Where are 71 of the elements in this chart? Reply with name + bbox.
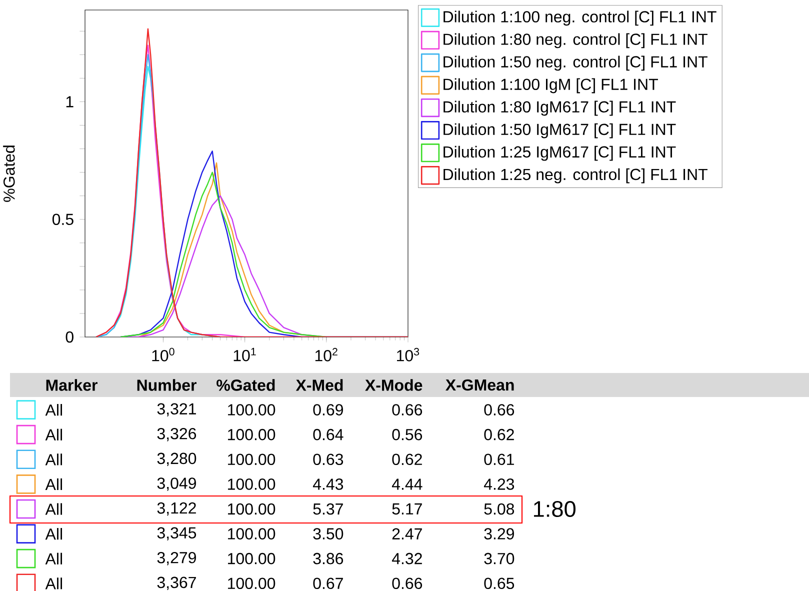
text: All	[45, 428, 62, 440]
text: All	[45, 503, 62, 515]
text: 0.62	[392, 454, 422, 466]
text: All	[45, 578, 62, 590]
text: 100.00	[228, 578, 276, 590]
text: 100.00	[228, 552, 276, 564]
text: 3.70	[484, 552, 514, 564]
text: 3,049	[157, 478, 196, 491]
legend-label: Dilution 1:100 IgM [C] FL1 INT	[444, 78, 658, 94]
text: 5.37	[313, 503, 343, 515]
text: 100.00	[228, 454, 276, 466]
text: 3,122	[157, 502, 196, 516]
text: 0.65	[484, 578, 514, 590]
text: 0.66	[392, 404, 422, 416]
text: All	[45, 478, 62, 490]
text: 0.61	[484, 454, 514, 466]
text: 3,345	[157, 527, 196, 540]
text: X-Med	[296, 379, 343, 391]
text: 100.00	[228, 428, 276, 440]
text: 5.08	[484, 503, 514, 515]
text: Number	[137, 379, 196, 391]
text: 4.43	[312, 478, 344, 490]
text: All	[45, 528, 62, 540]
text: 3,326	[157, 428, 196, 442]
text: 0.64	[313, 428, 344, 440]
text: 0.62	[484, 428, 514, 440]
y-tick-label: 0	[66, 331, 74, 343]
legend-label: Dilution 1:80 IgM617 [C] FL1 INT	[444, 100, 676, 116]
text: 3,367	[157, 576, 196, 590]
y-tick-label: 0.5	[52, 214, 74, 226]
x-tick-label: 10$^{1}$	[234, 348, 256, 362]
text: 0.67	[313, 578, 343, 590]
text: 100.00	[228, 404, 276, 416]
legend-label: Dilution 1:50 neg. control [C] FL1 INT	[444, 56, 708, 71]
text: 100.00	[228, 528, 276, 540]
text: 0.66	[484, 404, 514, 416]
text: 3,321	[157, 403, 196, 416]
text: 3.86	[313, 552, 344, 564]
y-axis-title: %Gated	[3, 146, 15, 202]
text: 100.00	[228, 478, 276, 490]
x-tick-label: 10$^{0}$	[152, 348, 174, 362]
text: All	[45, 404, 62, 416]
legend-label: Dilution 1:80 neg. control [C] FL1 INT	[444, 33, 708, 48]
y-tick-label: 1	[66, 96, 74, 108]
text: X-GMean	[446, 379, 514, 391]
text: 3.50	[313, 528, 344, 540]
text: 1:80	[534, 500, 576, 518]
text: 3,280	[157, 452, 196, 466]
x-tick-label: 10$^{2}$	[315, 348, 338, 362]
legend-label: Dilution 1:25 IgM617 [C] FL1 INT	[444, 146, 676, 161]
text: 2.47	[392, 528, 422, 540]
x-tick-label: 10$^{3}$	[397, 348, 420, 362]
text: 4.23	[484, 478, 514, 490]
legend-label: Dilution 1:50 IgM617 [C] FL1 INT	[444, 123, 676, 138]
text: 3,279	[157, 552, 196, 566]
text: 5.17	[392, 503, 422, 515]
text: 0.56	[392, 428, 422, 440]
legend-label: Dilution 1:100 neg. control [C] FL1 INT	[444, 10, 716, 26]
text: 100.00	[228, 503, 276, 515]
text: 0.69	[313, 404, 343, 416]
legend-label: Dilution 1:25 neg. control [C] FL1 INT	[444, 168, 708, 184]
text: Marker	[46, 379, 98, 391]
text: 4.44	[392, 478, 422, 490]
text: All	[45, 552, 62, 564]
text: 0.63	[313, 454, 344, 466]
text: X-Mode	[365, 379, 422, 391]
text: 4.32	[392, 552, 422, 564]
text: %Gated	[216, 379, 275, 391]
text: All	[45, 454, 62, 466]
text: 3.29	[484, 528, 514, 540]
text: 0.66	[392, 578, 422, 590]
